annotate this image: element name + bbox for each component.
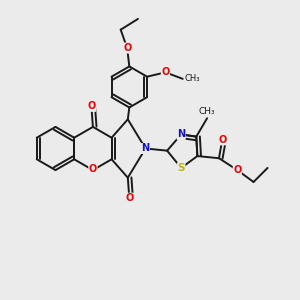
Text: S: S: [177, 163, 185, 173]
Text: O: O: [125, 193, 134, 203]
Text: CH₃: CH₃: [184, 74, 200, 83]
Text: N: N: [142, 143, 150, 154]
Text: O: O: [161, 68, 169, 77]
Text: O: O: [87, 101, 95, 111]
Text: CH₃: CH₃: [199, 107, 215, 116]
Text: O: O: [89, 164, 97, 174]
Text: N: N: [177, 130, 185, 140]
Text: O: O: [233, 165, 242, 175]
Text: O: O: [218, 135, 226, 145]
Text: O: O: [123, 43, 131, 53]
